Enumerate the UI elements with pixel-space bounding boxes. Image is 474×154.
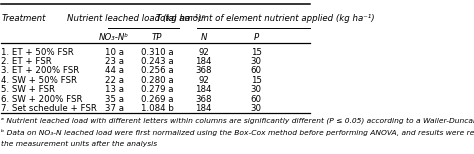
Text: 22 a: 22 a — [105, 76, 124, 85]
Text: ᵃ Nutrient leached load with different letters within columns are significantly : ᵃ Nutrient leached load with different l… — [1, 117, 474, 124]
Text: 368: 368 — [195, 66, 212, 75]
Text: 368: 368 — [195, 95, 212, 104]
Text: 5. SW + FSR: 5. SW + FSR — [1, 85, 55, 94]
Text: TP: TP — [152, 33, 163, 42]
Text: 35 a: 35 a — [105, 95, 124, 104]
Text: 6. SW + 200% FSR: 6. SW + 200% FSR — [1, 95, 83, 104]
Text: 7. Set schedule + FSR: 7. Set schedule + FSR — [1, 104, 97, 113]
Text: 0.310 a: 0.310 a — [141, 48, 173, 57]
Text: 15: 15 — [251, 76, 262, 85]
Text: the measurement units after the analysis: the measurement units after the analysis — [1, 141, 157, 147]
Text: 30: 30 — [251, 85, 262, 94]
Text: 44 a: 44 a — [105, 66, 124, 75]
Text: 92: 92 — [198, 48, 209, 57]
Text: 0.279 a: 0.279 a — [141, 85, 173, 94]
Text: 60: 60 — [251, 66, 262, 75]
Text: 184: 184 — [195, 104, 212, 113]
Text: 30: 30 — [251, 104, 262, 113]
Text: 1. ET + 50% FSR: 1. ET + 50% FSR — [1, 48, 74, 57]
Text: 15: 15 — [251, 48, 262, 57]
Text: 30: 30 — [251, 57, 262, 66]
Text: 37 a: 37 a — [105, 104, 124, 113]
Text: 184: 184 — [195, 57, 212, 66]
Text: Total amount of element nutrient applied (kg ha⁻¹): Total amount of element nutrient applied… — [156, 14, 375, 23]
Text: NO₃-Nᵇ: NO₃-Nᵇ — [99, 33, 129, 42]
Text: 184: 184 — [195, 85, 212, 94]
Text: 0.280 a: 0.280 a — [141, 76, 173, 85]
Text: 10 a: 10 a — [105, 48, 124, 57]
Text: N: N — [201, 33, 207, 42]
Text: 23 a: 23 a — [105, 57, 124, 66]
Text: 92: 92 — [198, 76, 209, 85]
Text: Nutrient leached load (kg ha⁻¹)ᵃ: Nutrient leached load (kg ha⁻¹)ᵃ — [67, 14, 205, 23]
Text: 0.256 a: 0.256 a — [141, 66, 173, 75]
Text: 13 a: 13 a — [105, 85, 124, 94]
Text: 60: 60 — [251, 95, 262, 104]
Text: 4. SW + 50% FSR: 4. SW + 50% FSR — [1, 76, 77, 85]
Text: 1.084 b: 1.084 b — [141, 104, 174, 113]
Text: Treatment: Treatment — [1, 14, 46, 23]
Text: P: P — [254, 33, 259, 42]
Text: 3. ET + 200% FSR: 3. ET + 200% FSR — [1, 66, 80, 75]
Text: 2. ET + FSR: 2. ET + FSR — [1, 57, 52, 66]
Text: 0.269 a: 0.269 a — [141, 95, 173, 104]
Text: 0.243 a: 0.243 a — [141, 57, 173, 66]
Text: ᵇ Data on NO₃-N leached load were first normalized using the Box-Cox method befo: ᵇ Data on NO₃-N leached load were first … — [1, 129, 474, 136]
